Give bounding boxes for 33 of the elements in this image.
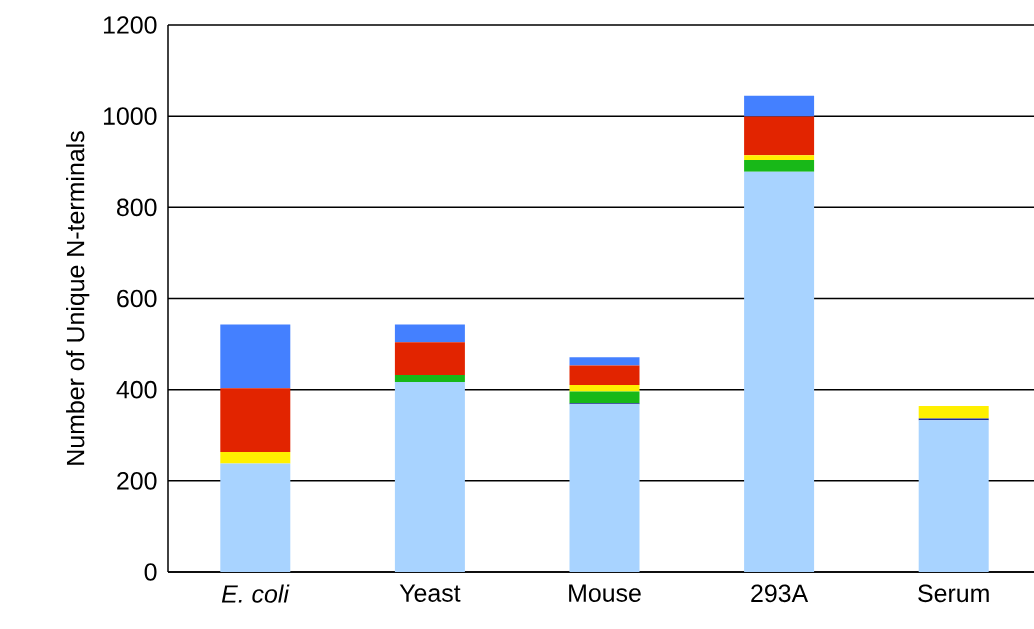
bar — [569, 391, 640, 404]
bar — [918, 406, 989, 419]
bar — [220, 452, 291, 464]
bar — [744, 95, 815, 117]
y-tick-label: 600 — [117, 289, 157, 308]
bar — [744, 155, 815, 160]
bar — [220, 388, 291, 453]
y-tick-label: 1000 — [103, 107, 157, 125]
bar — [744, 171, 815, 572]
x-tick-label: Yeast — [399, 584, 461, 602]
y-tick-label: 400 — [116, 380, 157, 399]
bar — [744, 116, 815, 156]
bar — [744, 159, 815, 172]
x-tick-label: 293A — [751, 584, 809, 603]
bar — [220, 463, 291, 572]
bar — [569, 404, 640, 572]
bar — [394, 381, 465, 572]
bar — [569, 365, 640, 386]
y-tick-label: 800 — [117, 198, 157, 217]
bar — [394, 324, 465, 343]
y-tick-label: 0 — [144, 563, 157, 581]
bar — [569, 385, 640, 392]
x-tick-label: Serum — [918, 584, 989, 603]
bar — [569, 357, 640, 366]
bar — [394, 342, 465, 376]
y-tick-label: 1200 — [103, 16, 157, 34]
bar — [394, 375, 465, 382]
y-axis-title: Number of Unique N-terminals — [66, 131, 90, 465]
x-tick-label: E. coli — [221, 584, 290, 603]
y-tick-label: 200 — [117, 472, 157, 490]
bar — [918, 420, 989, 572]
x-tick-label: Mouse — [569, 584, 641, 602]
bar — [220, 324, 291, 389]
